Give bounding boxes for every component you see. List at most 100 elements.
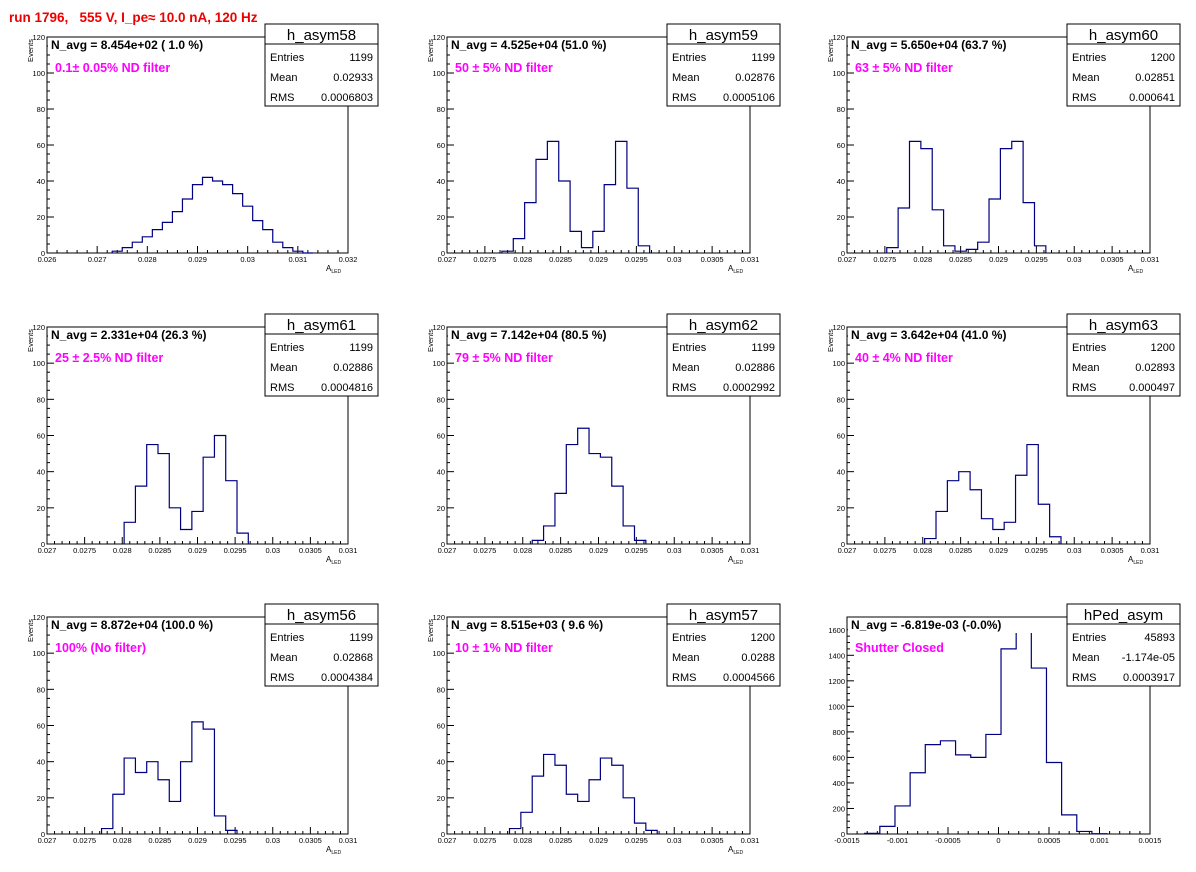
- stats-mean-value: 0.02868: [333, 652, 373, 664]
- y-tick-label: 80: [37, 395, 45, 404]
- stats-entries-value: 1199: [349, 52, 373, 64]
- x-axis-label-main: A: [326, 845, 332, 854]
- histogram-name: h_asym60: [1089, 27, 1158, 44]
- stats-box: h_asym60 Entries 1200 Mean 0.02851 RMS 0.00064…: [1066, 23, 1181, 107]
- stats-rms-label: RMS: [1072, 92, 1096, 104]
- x-axis-label-main: A: [728, 845, 734, 854]
- x-tick-label: 0: [996, 836, 1000, 845]
- histogram-bin: [604, 185, 615, 253]
- stats-box-frame: [666, 23, 781, 107]
- y-tick-label: 100: [32, 649, 45, 658]
- histogram-series-line: [111, 176, 313, 254]
- x-tick-label: 0.0275: [73, 836, 96, 845]
- chart-title: N_avg = 2.331e+04 (26.3 %): [51, 328, 206, 342]
- histogram-bin: [940, 741, 955, 834]
- x-axis-label: ALED: [728, 555, 743, 566]
- y-tick-label: 40: [837, 468, 845, 477]
- y-tick-label: 0: [841, 830, 845, 839]
- x-tick-label: 0.029: [589, 255, 608, 264]
- stats-rms-label: RMS: [270, 672, 294, 684]
- stats-entries-label: Entries: [270, 342, 305, 354]
- histogram-bin: [623, 798, 634, 834]
- y-axis-label: Events: [26, 329, 35, 352]
- x-tick-label: 0.029: [188, 255, 207, 264]
- x-tick-label: 0.029: [188, 546, 207, 555]
- histogram-bin: [192, 722, 203, 834]
- histogram-series-line: [501, 140, 651, 253]
- x-tick-label: 0.031: [288, 255, 307, 264]
- y-tick-label: 60: [37, 141, 45, 150]
- stats-mean-label: Mean: [270, 652, 298, 664]
- stats-rms-label: RMS: [270, 92, 294, 104]
- x-tick-label: 0.0275: [473, 546, 496, 555]
- y-tick-label: 800: [832, 728, 845, 737]
- histogram-name: h_asym58: [287, 27, 356, 44]
- x-axis-label-sub: LED: [1133, 269, 1143, 275]
- histogram-bin: [532, 776, 543, 834]
- y-tick-label: 60: [437, 141, 445, 150]
- y-tick-label: 100: [432, 649, 445, 658]
- stats-mean-label: Mean: [1072, 652, 1100, 664]
- x-tick-label: 0.028: [113, 546, 132, 555]
- x-tick-label: 0.0295: [625, 255, 648, 264]
- stats-entries-label: Entries: [270, 52, 305, 64]
- histogram-bin: [570, 231, 581, 253]
- x-tick-label: 0.027: [838, 255, 857, 264]
- histogram-bin: [1031, 668, 1046, 834]
- stats-entries-value: 1200: [1151, 52, 1175, 64]
- y-tick-label: 120: [432, 33, 445, 42]
- y-axis-label: Events: [826, 329, 835, 352]
- y-tick-label: 40: [837, 177, 845, 186]
- title-background: [48, 38, 258, 53]
- y-tick-label: 1000: [828, 702, 845, 711]
- stats-box-frame: [1066, 313, 1181, 397]
- filter-annotation: 100% (No filter): [55, 641, 146, 655]
- histogram-bin: [181, 762, 192, 834]
- histogram-bin: [936, 511, 947, 544]
- histogram-bin: [1004, 522, 1015, 544]
- y-tick-label: 1200: [828, 677, 845, 686]
- stats-mean-value: 0.02893: [1135, 362, 1175, 374]
- y-tick-label: 80: [437, 105, 445, 114]
- y-tick-label: 120: [32, 33, 45, 42]
- x-tick-label: 0.03: [667, 255, 682, 264]
- x-tick-label: 0.0285: [549, 836, 572, 845]
- histogram-bin: [600, 457, 611, 544]
- stats-mean-value: 0.02876: [735, 72, 775, 84]
- histogram-bin: [124, 758, 135, 834]
- x-axis-label-sub: LED: [331, 560, 341, 566]
- histogram-bin: [1046, 763, 1061, 834]
- x-axis-label-main: A: [1128, 555, 1134, 564]
- histogram-bin: [547, 141, 558, 253]
- histogram-series-line: [924, 443, 1062, 544]
- title-background: [448, 38, 658, 53]
- x-axis-label-main: A: [1128, 264, 1134, 273]
- title-background: [48, 328, 258, 343]
- stats-entries-label: Entries: [1072, 52, 1107, 64]
- histogram-bin: [947, 481, 958, 544]
- histogram-bin: [124, 522, 135, 544]
- histogram-bin: [612, 765, 623, 834]
- histogram-bin: [536, 159, 547, 253]
- y-axis-label: Events: [426, 329, 435, 352]
- histogram-bin: [226, 481, 237, 544]
- stats-entries-value: 1199: [349, 342, 373, 354]
- histogram-panel-hPed_asym: -0.0015 -0.001 -0.0005 0 0.0005 0.001 0.0015 0 2…: [828, 603, 1181, 845]
- x-tick-label: 0.028: [913, 546, 932, 555]
- histogram-name: h_asym62: [689, 317, 758, 334]
- x-tick-label: 0.0305: [1101, 546, 1124, 555]
- histogram-bin: [253, 221, 263, 253]
- histogram-bin: [263, 230, 273, 253]
- y-tick-label: 0: [841, 249, 845, 258]
- y-tick-label: 1600: [828, 626, 845, 635]
- x-tick-label: 0.0275: [873, 255, 896, 264]
- stats-box-frame: [264, 603, 379, 687]
- histogram-bin: [1038, 504, 1049, 544]
- stats-mean-label: Mean: [672, 362, 700, 374]
- y-tick-label: 80: [837, 395, 845, 404]
- x-tick-label: 0.0305: [299, 546, 322, 555]
- chart-title: N_avg = 8.872e+04 (100.0 %): [51, 618, 213, 632]
- x-tick-label: 0.03: [1067, 546, 1082, 555]
- histogram-name: h_asym57: [689, 607, 758, 624]
- histogram-bin: [135, 486, 146, 544]
